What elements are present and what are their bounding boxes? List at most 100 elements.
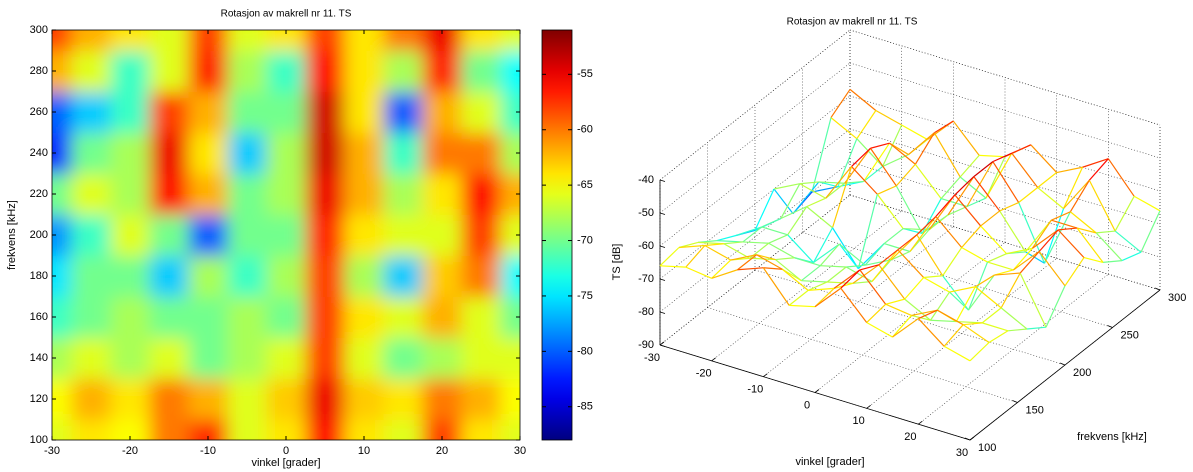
mesh-line: [859, 269, 887, 305]
heatmap-cell: [266, 255, 306, 297]
mesh-line: [1038, 229, 1059, 252]
mesh-line: [961, 225, 982, 248]
heatmap-cell: [383, 378, 423, 420]
mesh-line: [806, 197, 826, 208]
mesh-line: [878, 249, 899, 266]
grid-line: [849, 194, 1161, 291]
mesh-line: [904, 277, 925, 300]
heatmap-cell: [227, 50, 267, 92]
heatmap-cell: [461, 378, 501, 420]
mesh-line: [831, 166, 853, 228]
heatmap-cell: [188, 30, 228, 51]
mesh-line: [918, 309, 938, 320]
y-axis-label: frekvens [kHz]: [1077, 431, 1147, 443]
heatmap-cell: [344, 419, 384, 440]
heatmap-cell: [227, 337, 267, 379]
heatmap-cell: [305, 378, 345, 420]
heatmap-cell: [52, 30, 72, 51]
grid-line: [659, 194, 851, 346]
heatmap-area: [52, 30, 520, 440]
mesh-line: [930, 291, 950, 321]
mesh-line: [762, 267, 790, 306]
y-tick: [1059, 362, 1066, 366]
mesh-line: [943, 324, 964, 347]
z-tick-label: -60: [638, 240, 654, 252]
mesh-line: [735, 226, 763, 237]
mesh-line: [775, 257, 795, 261]
heatmap-cell: [422, 214, 462, 256]
mesh-line: [1076, 227, 1104, 263]
heatmap-cell: [344, 378, 384, 420]
mesh-line: [812, 227, 834, 263]
mesh-line: [820, 265, 847, 268]
heatmap-cell: [52, 378, 72, 420]
mesh-line: [1140, 210, 1161, 253]
mesh-line: [897, 249, 925, 278]
mesh-line: [801, 280, 828, 283]
mesh-line: [1007, 328, 1028, 332]
heatmap-cell: [188, 296, 228, 338]
colorbar-tick-label: -65: [577, 179, 593, 191]
mesh-line: [954, 194, 982, 227]
mesh-line: [1088, 179, 1116, 232]
heatmap-cell: [110, 419, 150, 440]
mesh-line: [947, 176, 975, 216]
heatmap-cell: [461, 214, 501, 256]
heatmap-cell: [71, 50, 111, 92]
mesh-line: [1069, 211, 1097, 234]
colorbar-tick-label: -70: [577, 234, 593, 246]
mesh-line: [866, 322, 893, 338]
mesh-line: [974, 286, 1002, 309]
mesh-line: [1026, 326, 1047, 330]
heatmap-cell: [188, 255, 228, 297]
x-tick-label: -30: [644, 352, 660, 364]
heatmap-cell: [383, 132, 423, 174]
mesh-line: [889, 142, 916, 165]
mesh-line: [963, 322, 983, 326]
heatmap-cell: [227, 296, 267, 338]
heatmap-cell: [383, 173, 423, 215]
heatmap-cell: [266, 419, 306, 440]
heatmap-cell: [149, 378, 189, 420]
heatmap-cell: [305, 173, 345, 215]
heatmap-cell: [383, 255, 423, 297]
mesh-line: [975, 274, 995, 288]
heatmap-cell: [188, 50, 228, 92]
mesh-line: [756, 254, 783, 270]
mesh-line: [890, 234, 918, 261]
heatmap-cell: [188, 173, 228, 215]
grid-line: [814, 242, 1006, 393]
mesh-line: [859, 264, 879, 271]
mesh-line: [1114, 195, 1135, 232]
mesh-line: [799, 183, 826, 199]
mesh-line: [981, 322, 1009, 332]
heatmap-cell: [344, 337, 384, 379]
mesh-line: [969, 342, 990, 362]
mesh-line: [954, 176, 975, 196]
x-axis-label: vinkel [grader]: [795, 456, 864, 468]
mesh-line: [846, 264, 866, 268]
mesh-line: [1000, 307, 1028, 330]
mesh-line: [981, 307, 1002, 324]
mesh-line: [1096, 230, 1116, 234]
mesh-line: [826, 266, 847, 283]
x-tick-label: 10: [853, 415, 865, 427]
x-tick-label: 30: [956, 447, 968, 459]
mesh-line: [781, 268, 809, 291]
heatmap-cell: [461, 419, 501, 440]
heatmap-cell: [266, 50, 306, 92]
colorbar-tick-label: -75: [577, 290, 593, 302]
mesh-line: [685, 266, 712, 279]
heatmap-cell: [110, 132, 150, 174]
heatmap-cell: [500, 296, 520, 338]
mesh-line: [1011, 144, 1032, 154]
grid-line: [659, 161, 851, 313]
heatmap-cell: [266, 132, 306, 174]
mesh-line: [959, 154, 980, 178]
heatmap-cell: [188, 91, 228, 133]
mesh-line: [883, 228, 904, 245]
mesh-line: [979, 154, 1006, 158]
heatmap-cell: [149, 30, 189, 51]
z-tick-label: -50: [638, 207, 654, 219]
heatmap-cell: [383, 337, 423, 379]
